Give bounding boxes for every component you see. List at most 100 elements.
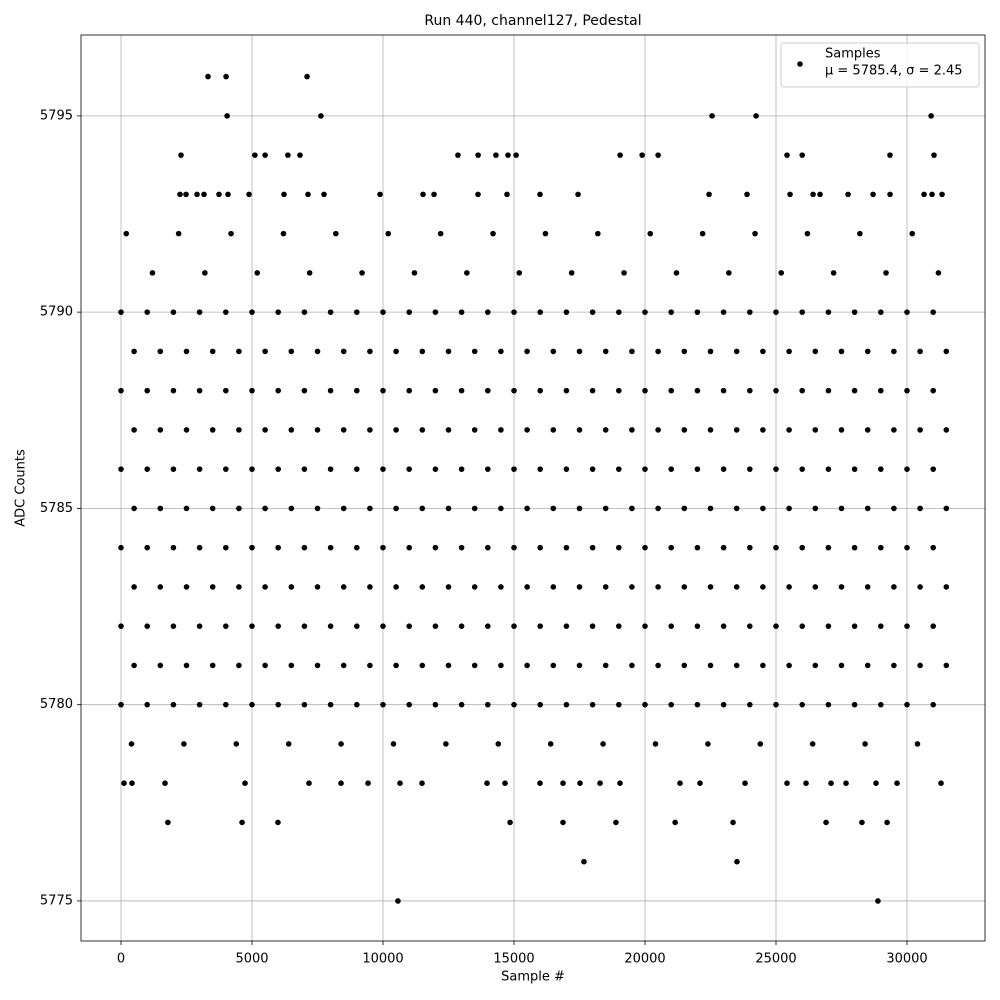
point: [733, 584, 740, 590]
point: [838, 427, 845, 433]
point: [904, 466, 910, 472]
point: [784, 780, 790, 786]
point: [616, 309, 622, 315]
legend-annotation: μ = 5785.4, σ = 2.45: [825, 64, 963, 79]
point: [760, 348, 766, 355]
point: [249, 309, 255, 315]
plot-frame: [80, 34, 986, 942]
point: [581, 858, 587, 865]
point: [734, 858, 740, 865]
point: [236, 427, 242, 433]
point: [249, 701, 255, 708]
point: [511, 623, 517, 629]
point: [799, 466, 806, 472]
point: [301, 623, 308, 629]
point: [393, 348, 399, 355]
point: [223, 466, 229, 472]
point: [904, 309, 910, 315]
point: [314, 505, 321, 512]
point: [550, 505, 557, 512]
point: [677, 780, 683, 786]
point: [864, 662, 871, 669]
point: [354, 701, 360, 708]
point: [720, 466, 727, 472]
point: [471, 427, 478, 433]
point: [668, 701, 675, 708]
point: [406, 623, 413, 629]
point: [236, 584, 242, 590]
point: [730, 819, 736, 826]
point: [550, 427, 557, 433]
point: [178, 152, 184, 158]
point: [458, 466, 465, 472]
point: [502, 780, 508, 786]
point: [825, 544, 832, 551]
x-tick-label: 30000: [886, 952, 927, 967]
y-tick-label: 5780: [40, 697, 73, 712]
point: [340, 584, 347, 590]
point: [597, 780, 603, 786]
point: [495, 741, 502, 747]
point: [202, 270, 208, 276]
point: [420, 191, 426, 198]
point: [681, 584, 688, 590]
point: [485, 309, 491, 315]
point: [338, 780, 344, 786]
point: [144, 544, 151, 551]
point: [365, 780, 371, 786]
point: [930, 309, 937, 315]
point: [809, 741, 816, 747]
point: [694, 623, 701, 629]
point: [246, 191, 252, 198]
point: [242, 780, 248, 786]
point: [799, 309, 806, 315]
point: [616, 701, 622, 708]
point: [642, 623, 648, 629]
point: [131, 505, 137, 512]
point: [891, 662, 897, 669]
point: [668, 466, 675, 472]
point: [314, 348, 321, 355]
point: [511, 466, 517, 472]
point: [639, 152, 645, 158]
point: [668, 309, 675, 315]
point: [909, 230, 916, 237]
y-tick-label: 5795: [40, 108, 73, 123]
point: [655, 348, 661, 355]
point: [157, 662, 164, 669]
legend-box: [780, 42, 980, 88]
point: [864, 427, 871, 433]
point: [602, 662, 609, 669]
point: [563, 544, 570, 551]
point: [773, 623, 779, 629]
point: [773, 701, 779, 708]
point: [262, 662, 268, 669]
point: [511, 701, 517, 708]
point: [432, 623, 439, 629]
point: [485, 623, 491, 629]
point: [432, 701, 439, 708]
point: [694, 544, 701, 551]
point: [733, 427, 740, 433]
point: [431, 191, 437, 198]
point: [917, 427, 923, 433]
point: [340, 662, 347, 669]
point: [629, 505, 635, 512]
point: [878, 309, 884, 315]
point: [864, 505, 871, 512]
point: [563, 466, 570, 472]
point: [773, 544, 779, 551]
point: [930, 623, 937, 629]
point: [280, 230, 287, 237]
point: [285, 152, 291, 158]
point: [799, 701, 806, 708]
point: [799, 544, 806, 551]
point: [747, 466, 753, 472]
point: [891, 427, 897, 433]
point: [760, 427, 766, 433]
legend-label: Samples: [825, 47, 881, 62]
point: [747, 387, 753, 394]
point: [786, 662, 792, 669]
point: [157, 427, 164, 433]
